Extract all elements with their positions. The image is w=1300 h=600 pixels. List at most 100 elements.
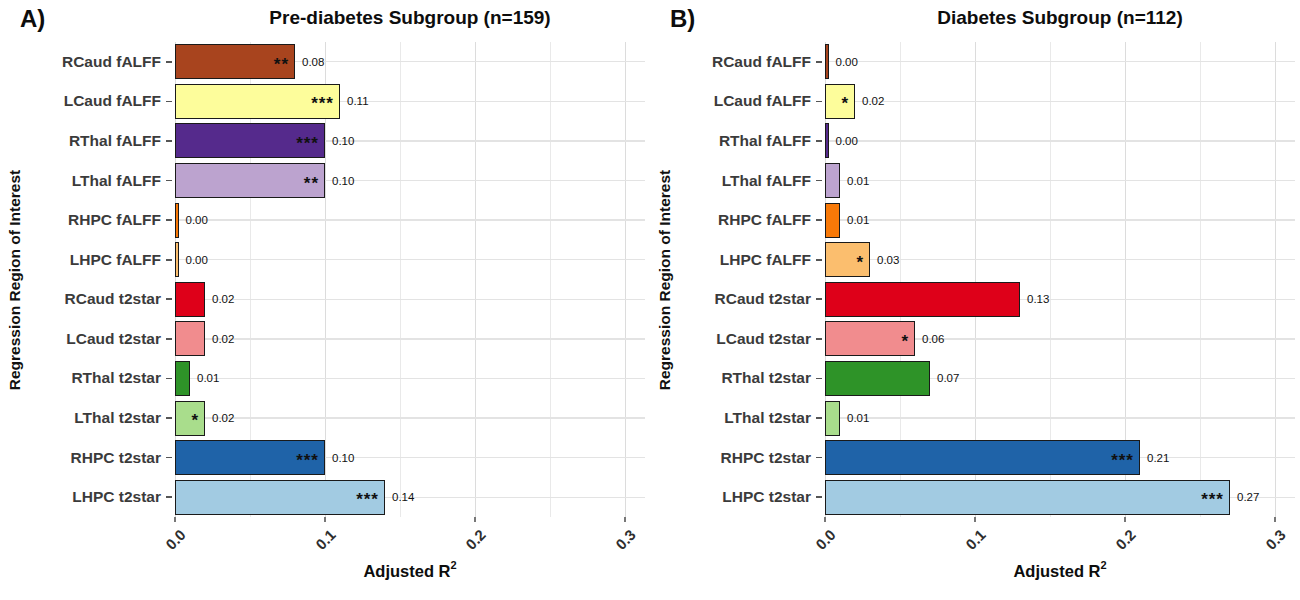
bar-rcaud-t2star (175, 282, 205, 317)
chart-title-diabetes: Diabetes Subgroup (n=112) (825, 7, 1295, 29)
x-tick-mark (624, 517, 626, 522)
value-label-rthal-t2star: 0.01 (197, 372, 219, 384)
y-tick-label-lhpc-falff: LHPC fALFF (0, 251, 161, 269)
value-label-rthal-falff: 0.00 (836, 135, 858, 147)
x-tick-label-0.2: 0.2 (462, 526, 489, 553)
significance-stars-lcaud-falff: *** (311, 85, 334, 118)
y-tick-mark (816, 140, 822, 142)
y-tick-mark (166, 298, 172, 300)
gridline-row (825, 140, 1295, 141)
value-label-lcaud-falff: 0.11 (347, 95, 369, 107)
y-tick-mark (166, 417, 172, 419)
bar-lcaud-t2star: * (825, 321, 915, 356)
gridline-minor (550, 42, 551, 517)
y-tick-mark (166, 180, 172, 182)
y-tick-mark (816, 417, 822, 419)
y-tick-mark (816, 219, 822, 221)
y-tick-label-rcaud-t2star: RCaud t2star (0, 290, 161, 308)
y-tick-mark (166, 338, 172, 340)
value-label-lhpc-falff: 0.03 (877, 254, 899, 266)
value-label-rhpc-falff: 0.00 (186, 214, 208, 226)
y-tick-label-lthal-falff: LThal fALFF (0, 172, 161, 190)
x-axis-title-sup: 2 (450, 559, 456, 571)
panel-prediabetes: A) Pre-diabetes Subgroup (n=159) Regress… (0, 0, 650, 600)
value-label-lhpc-t2star: 0.14 (392, 491, 414, 503)
value-label-lcaud-falff: 0.02 (862, 95, 884, 107)
bar-lthal-falff: ** (175, 163, 325, 198)
y-tick-label-rthal-falff: RThal fALFF (0, 132, 161, 150)
y-tick-mark (166, 101, 172, 103)
y-tick-label-rhpc-t2star: RHPC t2star (0, 449, 161, 467)
value-label-lthal-t2star: 0.02 (212, 412, 234, 424)
gridline-row (175, 378, 645, 379)
y-tick-label-rcaud-falff: RCaud fALFF (650, 53, 811, 71)
significance-stars-lcaud-falff: * (841, 85, 849, 118)
y-tick-label-rhpc-t2star: RHPC t2star (650, 449, 811, 467)
gridline-minor (400, 42, 401, 517)
panel-label-b: B) (670, 5, 695, 33)
gridline-row (825, 101, 1295, 102)
y-tick-mark (166, 61, 172, 63)
gridline-major (625, 42, 626, 517)
gridline-row (825, 180, 1295, 181)
y-tick-label-lthal-falff: LThal fALFF (650, 172, 811, 190)
y-tick-label-rhpc-falff: RHPC fALFF (650, 211, 811, 229)
bar-rthal-t2star (825, 361, 930, 396)
significance-stars-rhpc-t2star: *** (296, 441, 319, 474)
gridline-row (175, 338, 645, 339)
gridline-row (825, 219, 1295, 220)
x-tick-mark (974, 517, 976, 522)
significance-stars-rthal-falff: *** (296, 124, 319, 157)
x-axis-title-sup: 2 (1100, 559, 1106, 571)
y-tick-mark (816, 61, 822, 63)
value-label-lcaud-t2star: 0.06 (922, 333, 944, 345)
bar-rhpc-t2star: *** (175, 440, 325, 475)
bar-rhpc-falff (825, 203, 840, 238)
value-label-rcaud-t2star: 0.02 (212, 293, 234, 305)
y-tick-label-lhpc-t2star: LHPC t2star (0, 488, 161, 506)
y-tick-label-lhpc-falff: LHPC fALFF (650, 251, 811, 269)
y-tick-mark (816, 180, 822, 182)
x-tick-label-0.1: 0.1 (312, 526, 339, 553)
significance-stars-lhpc-t2star: *** (356, 481, 379, 514)
y-tick-mark (166, 378, 172, 380)
value-label-lthal-falff: 0.10 (332, 175, 354, 187)
y-tick-label-lthal-t2star: LThal t2star (650, 409, 811, 427)
bar-rcaud-falff (825, 44, 829, 79)
x-axis-title-base: Adjusted R (363, 562, 450, 580)
x-tick-mark (474, 517, 476, 522)
gridline-row (825, 417, 1295, 418)
significance-stars-lhpc-falff: * (856, 243, 864, 276)
y-tick-label-rthal-falff: RThal fALFF (650, 132, 811, 150)
y-tick-label-rcaud-t2star: RCaud t2star (650, 290, 811, 308)
value-label-rhpc-t2star: 0.10 (332, 452, 354, 464)
bar-lthal-t2star: * (175, 401, 205, 436)
bar-lcaud-t2star (175, 321, 205, 356)
value-label-rcaud-falff: 0.08 (302, 56, 324, 68)
bar-lhpc-t2star: *** (825, 480, 1230, 515)
x-tick-label-0.2: 0.2 (1112, 526, 1139, 553)
x-axis-title: Adjusted R2 (825, 560, 1295, 581)
y-tick-label-lcaud-falff: LCaud fALFF (650, 92, 811, 110)
bar-rcaud-t2star (825, 282, 1020, 317)
panel-label-a: A) (20, 5, 45, 33)
value-label-lhpc-falff: 0.00 (186, 254, 208, 266)
y-tick-mark (166, 219, 172, 221)
bar-lthal-falff (825, 163, 840, 198)
y-tick-mark (816, 378, 822, 380)
figure-two-panel-barchart: A) Pre-diabetes Subgroup (n=159) Regress… (0, 0, 1300, 600)
gridline-row (175, 299, 645, 300)
y-tick-mark (166, 496, 172, 498)
gridline-minor (1200, 42, 1201, 517)
y-tick-mark (816, 338, 822, 340)
bar-rthal-t2star (175, 361, 190, 396)
significance-stars-lthal-falff: ** (304, 164, 319, 197)
y-tick-label-lcaud-t2star: LCaud t2star (0, 330, 161, 348)
y-tick-mark (816, 298, 822, 300)
y-axis-title: Regression Region of Interest (656, 170, 674, 390)
x-axis-title: Adjusted R2 (175, 560, 645, 581)
y-tick-label-lcaud-t2star: LCaud t2star (650, 330, 811, 348)
x-tick-mark (824, 517, 826, 522)
x-tick-label-0.0: 0.0 (812, 526, 839, 553)
y-tick-mark (816, 496, 822, 498)
